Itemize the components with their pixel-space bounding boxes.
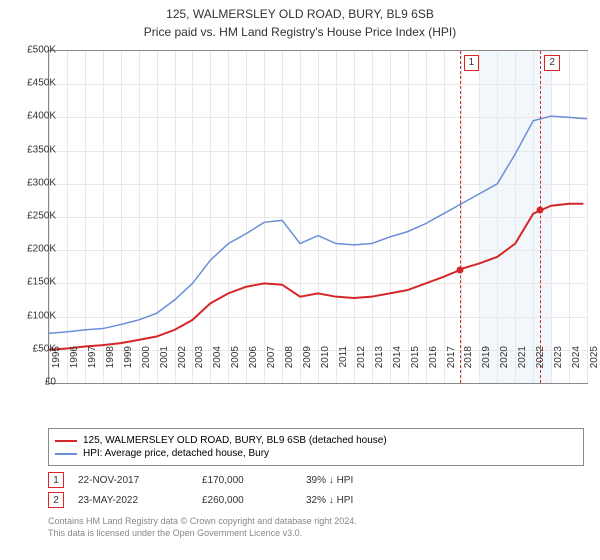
x-tick-label: 2000 — [141, 346, 152, 386]
x-tick-label: 2024 — [571, 346, 582, 386]
row-number-box: 2 — [48, 492, 64, 508]
chart-subtitle: Price paid vs. HM Land Registry's House … — [0, 23, 600, 39]
x-tick-label: 2022 — [535, 346, 546, 386]
x-tick-label: 2001 — [159, 346, 170, 386]
x-tick-label: 1995 — [51, 346, 62, 386]
legend-box: 125, WALMERSLEY OLD ROAD, BURY, BL9 6SB … — [48, 428, 584, 466]
x-tick-label: 2020 — [499, 346, 510, 386]
y-tick-label: £200K — [14, 244, 56, 255]
x-tick-label: 2003 — [194, 346, 205, 386]
y-tick-label: £500K — [14, 45, 56, 56]
x-tick-label: 2025 — [589, 346, 600, 386]
y-tick-label: £450K — [14, 78, 56, 89]
x-tick-label: 2013 — [374, 346, 385, 386]
y-tick-label: £0 — [14, 377, 56, 388]
x-tick-label: 2006 — [248, 346, 259, 386]
x-tick-label: 1996 — [69, 346, 80, 386]
x-tick-label: 2010 — [320, 346, 331, 386]
marker-dashline — [460, 51, 461, 383]
x-tick-label: 2019 — [481, 346, 492, 386]
legend-swatch — [55, 453, 77, 455]
row-number-box: 1 — [48, 472, 64, 488]
plot-area: 12 — [48, 50, 588, 384]
data-table: 1 22-NOV-2017 £170,000 39% ↓ HPI 2 23-MA… — [48, 468, 584, 512]
x-tick-label: 2004 — [212, 346, 223, 386]
x-tick-label: 2021 — [517, 346, 528, 386]
y-tick-label: £400K — [14, 111, 56, 122]
legend-label: 125, WALMERSLEY OLD ROAD, BURY, BL9 6SB … — [83, 435, 387, 446]
x-tick-label: 1999 — [123, 346, 134, 386]
series-price_paid — [49, 204, 583, 350]
data-row: 1 22-NOV-2017 £170,000 39% ↓ HPI — [48, 472, 584, 488]
legend-swatch — [55, 440, 77, 442]
x-tick-label: 2002 — [177, 346, 188, 386]
marker-flag: 2 — [544, 55, 560, 71]
chart-title: 125, WALMERSLEY OLD ROAD, BURY, BL9 6SB — [0, 0, 600, 23]
row-date: 23-MAY-2022 — [78, 495, 188, 506]
y-tick-label: £250K — [14, 211, 56, 222]
y-tick-label: £350K — [14, 144, 56, 155]
x-tick-label: 1998 — [105, 346, 116, 386]
x-tick-label: 2017 — [446, 346, 457, 386]
marker-dashline — [540, 51, 541, 383]
chart-container: 125, WALMERSLEY OLD ROAD, BURY, BL9 6SB … — [0, 0, 600, 560]
x-tick-label: 2011 — [338, 346, 349, 386]
row-pct: 39% ↓ HPI — [306, 475, 416, 486]
x-tick-label: 2007 — [266, 346, 277, 386]
footer-line1: Contains HM Land Registry data © Crown c… — [48, 516, 357, 528]
row-price: £170,000 — [202, 475, 292, 486]
y-tick-label: £300K — [14, 177, 56, 188]
row-pct: 32% ↓ HPI — [306, 495, 416, 506]
row-price: £260,000 — [202, 495, 292, 506]
footer-attribution: Contains HM Land Registry data © Crown c… — [48, 516, 357, 539]
x-tick-label: 2014 — [392, 346, 403, 386]
y-tick-label: £50K — [14, 343, 56, 354]
line-svg — [49, 51, 587, 383]
row-date: 22-NOV-2017 — [78, 475, 188, 486]
x-tick-label: 2005 — [230, 346, 241, 386]
legend-label: HPI: Average price, detached house, Bury — [83, 448, 269, 459]
x-tick-label: 2012 — [356, 346, 367, 386]
x-tick-label: 2008 — [284, 346, 295, 386]
marker-flag: 1 — [464, 55, 480, 71]
legend-item: HPI: Average price, detached house, Bury — [55, 448, 577, 459]
x-tick-label: 2009 — [302, 346, 313, 386]
row-number: 1 — [53, 475, 59, 486]
x-tick-label: 2015 — [410, 346, 421, 386]
x-tick-label: 2016 — [428, 346, 439, 386]
row-number: 2 — [53, 495, 59, 506]
x-tick-label: 2023 — [553, 346, 564, 386]
data-row: 2 23-MAY-2022 £260,000 32% ↓ HPI — [48, 492, 584, 508]
footer-line2: This data is licensed under the Open Gov… — [48, 528, 357, 540]
legend-item: 125, WALMERSLEY OLD ROAD, BURY, BL9 6SB … — [55, 435, 577, 446]
y-tick-label: £150K — [14, 277, 56, 288]
x-tick-label: 2018 — [463, 346, 474, 386]
x-tick-label: 1997 — [87, 346, 98, 386]
y-tick-label: £100K — [14, 310, 56, 321]
series-hpi — [49, 116, 587, 333]
